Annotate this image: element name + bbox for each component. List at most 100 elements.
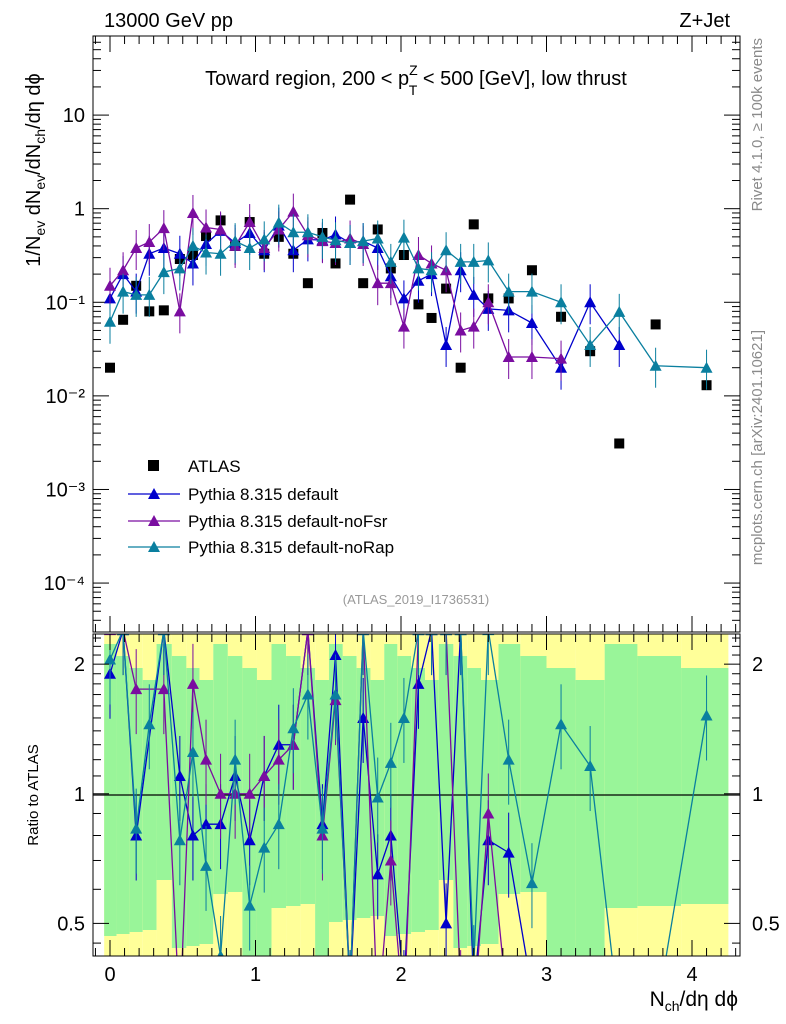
ratio-plot-area [104, 634, 713, 1024]
ratio-y-tick-label-right: 2 [752, 654, 763, 676]
ratio-data-point [301, 634, 314, 636]
ratio-data-point [384, 854, 397, 866]
ratio-data-point [371, 791, 384, 803]
ratio-data-point [344, 984, 356, 995]
data-point [301, 226, 314, 238]
ratio-data-point [243, 787, 256, 799]
legend-label: Pythia 8.315 default-noFsr [188, 512, 388, 531]
data-point [118, 314, 129, 325]
data-point [526, 265, 537, 276]
legend: ATLAS Pythia 8.315 default Pythia 8.315 de… [128, 457, 394, 557]
ratio-data-point [329, 688, 342, 700]
ratio-data-point [186, 677, 199, 689]
ratio-data-point [200, 859, 213, 871]
series-0 [105, 194, 712, 449]
ratio-data-point [157, 683, 170, 695]
ratio-data-point [440, 917, 453, 929]
title-sup: Z [409, 62, 418, 78]
data-point [467, 288, 480, 300]
x-axis-label: Nch/dη dϕ [650, 988, 738, 1014]
data-point [130, 242, 143, 254]
data-point [130, 288, 143, 300]
data-point [454, 324, 467, 336]
data-point [272, 216, 285, 228]
data-point [158, 305, 169, 316]
legend-label: Pythia 8.315 default [188, 485, 339, 504]
band-green [520, 656, 547, 892]
data-point [555, 352, 568, 364]
side-label-top: Rivet 4.1.0, ≥ 100k events [749, 38, 766, 211]
band-green [498, 644, 521, 894]
main-y-tick-label: 1 [74, 199, 85, 221]
ratio-data-point [455, 984, 467, 995]
ratio-data-point [186, 746, 199, 758]
band-green [104, 644, 117, 936]
data-point [243, 242, 256, 254]
data-point [467, 255, 480, 267]
data-point [440, 244, 453, 256]
legend-marker [148, 460, 159, 471]
ratio-data-point [117, 634, 130, 636]
data-point [104, 315, 116, 327]
data-point [117, 285, 130, 297]
ratio-data-point [502, 753, 515, 765]
data-point [243, 216, 256, 228]
ratio-data-point [613, 1013, 625, 1024]
legend-marker [148, 515, 160, 526]
series-3 [104, 204, 713, 390]
main-y-tick-label: 10⁻¹ [46, 292, 86, 314]
data-point [358, 278, 369, 289]
data-point [413, 299, 424, 310]
data-point [584, 296, 597, 308]
ratio-data-point [454, 634, 467, 636]
ratio-data-point [398, 1013, 410, 1024]
ratio-y-label: Ratio to ATLAS [25, 744, 42, 845]
main-axes: 10⁻⁴ 10⁻³ 10⁻² 10⁻¹ 1 10 [44, 35, 740, 633]
data-point [525, 351, 538, 363]
ratio-data-point [525, 877, 538, 889]
ratio-data-point [329, 649, 342, 661]
x-tick-label: 4 [686, 964, 697, 986]
ratio-data-point [412, 634, 425, 636]
ratio-data-point [316, 822, 329, 834]
data-point [454, 255, 467, 267]
ratio-data-point [425, 634, 438, 636]
ratio-data-point [200, 818, 213, 830]
x-tick-label: 2 [395, 964, 406, 986]
data-point [502, 285, 515, 297]
band-green [681, 668, 729, 904]
ratio-y-tick-label-right: 1 [752, 784, 763, 806]
ratio-data-point [468, 984, 480, 995]
ratio-data-point [468, 1013, 480, 1024]
ratio-data-point [344, 984, 356, 995]
ratio-data-point [412, 677, 425, 689]
main-plot-frame [92, 35, 741, 633]
data-point [329, 234, 342, 246]
ratio-y-tick-label: 2 [74, 654, 85, 676]
x-tick-label: 3 [541, 964, 552, 986]
title-post: < 500 [GeV], low thrust [417, 68, 627, 90]
ratio-data-point [584, 760, 597, 772]
main-title: Toward region, 200 < pZ T < 500 [GeV], lo… [205, 62, 627, 98]
ratio-data-point [468, 959, 480, 970]
ratio-data-point [130, 683, 143, 695]
main-y-tick-label: 10⁻³ [46, 479, 86, 501]
ratio-data-point [357, 634, 370, 636]
side-label-bottom: mcplots.cern.ch [arXiv:2401.10621] [749, 330, 766, 565]
data-point [344, 236, 357, 248]
ratio-data-point [200, 753, 213, 765]
analysis-id: (ATLAS_2019_I1736531) [343, 592, 489, 607]
data-point [613, 338, 626, 350]
data-point [302, 278, 313, 289]
legend-label: Pythia 8.315 default-noRap [188, 538, 394, 557]
data-point [371, 277, 384, 289]
ratio-y-tick-label-right: 0.5 [752, 913, 780, 935]
ratio-data-point [372, 1013, 384, 1024]
main-y-label: 1/Nev dNev/dNch/dη dϕ [23, 73, 48, 266]
data-point [157, 266, 170, 278]
ratio-data-point [344, 984, 356, 995]
ratio-data-point [425, 634, 438, 636]
ratio-data-point [526, 984, 538, 995]
band-green [575, 680, 605, 956]
